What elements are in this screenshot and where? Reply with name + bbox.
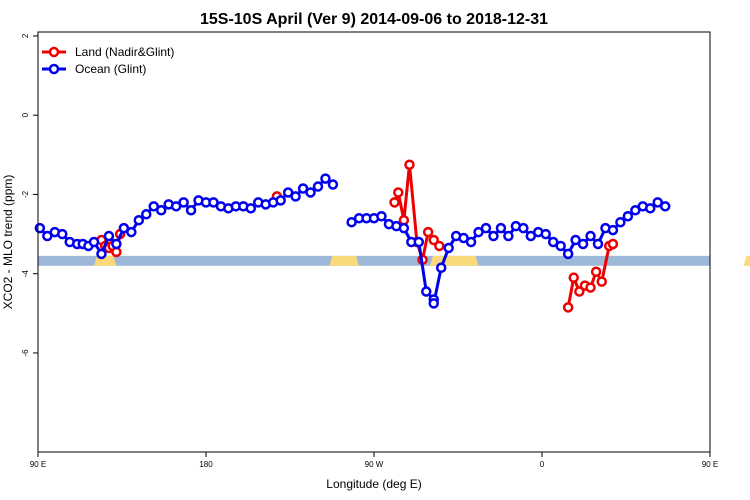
series-1-point-1-17 xyxy=(465,236,477,248)
series-1-point-0-16 xyxy=(148,201,159,212)
series-1-point-0-20 xyxy=(178,197,189,208)
series-1-point-0-38 xyxy=(312,181,324,192)
x-tick-label-1: 180 xyxy=(199,460,213,469)
series-1-point-0-37 xyxy=(305,187,316,198)
series-1 xyxy=(34,173,671,309)
series-1-point-0-14 xyxy=(133,214,145,226)
x-axis-label: Longitude (deg E) xyxy=(326,477,421,491)
series-1-point-1-19 xyxy=(480,222,492,234)
surface-band xyxy=(38,255,750,266)
series-1-point-1-21 xyxy=(495,222,507,234)
series-1-point-0-0 xyxy=(34,222,46,234)
series-1-point-1-39 xyxy=(630,205,641,216)
series-1-point-1-20 xyxy=(488,230,499,242)
series-1-point-0-10 xyxy=(103,230,115,242)
series-0-point-3-5 xyxy=(590,266,602,277)
x-tick-label-4: 90 E xyxy=(702,460,718,469)
series-1-point-1-7 xyxy=(398,222,410,234)
series-1-point-1-24 xyxy=(518,222,529,234)
series-1-point-1-33 xyxy=(585,230,596,242)
series-0-point-2-3 xyxy=(404,159,415,170)
legend-marker-1 xyxy=(48,63,60,75)
series-1-point-1-29 xyxy=(555,240,566,252)
y-axis-label: XCO2 - MLO trend (ppm) xyxy=(1,175,15,310)
series-1-point-0-36 xyxy=(297,183,309,194)
series-1-point-0-8 xyxy=(88,236,100,248)
series-1-point-1-34 xyxy=(592,238,604,250)
y-tick-label-4: -6 xyxy=(21,349,30,357)
series-1-point-0-15 xyxy=(141,209,152,220)
land-band-1 xyxy=(329,255,360,266)
series-layer xyxy=(34,159,671,313)
series-0-point-2-0 xyxy=(389,197,400,208)
series-0-point-2-8 xyxy=(434,240,445,252)
series-1-point-0-13 xyxy=(126,226,137,238)
series-1-point-0-29 xyxy=(245,203,257,214)
series-0-point-3-6 xyxy=(596,276,607,287)
series-1-point-1-43 xyxy=(659,201,671,212)
series-0-point-3-2 xyxy=(574,286,585,297)
x-tick-label-2: 90 W xyxy=(365,460,384,469)
y-axis: 2 0 -2 -4 -6 xyxy=(21,33,38,357)
series-1-point-0-12 xyxy=(118,222,130,234)
series-1-point-1-14 xyxy=(443,242,454,254)
series-1-point-1-18 xyxy=(473,226,484,238)
series-0-point-2-6 xyxy=(422,226,434,238)
series-0-point-2-1 xyxy=(393,187,404,198)
series-0-point-3-4 xyxy=(585,282,596,293)
x-tick-label-0: 90 E xyxy=(30,460,46,469)
series-1-point-1-42 xyxy=(652,197,663,208)
series-1-point-1-38 xyxy=(622,210,634,222)
series-1-point-1-0 xyxy=(346,216,357,228)
series-1-point-0-35 xyxy=(290,191,301,202)
series-1-point-1-25 xyxy=(525,230,537,242)
series-0-point-3-0 xyxy=(562,302,574,313)
series-0-point-2-7 xyxy=(428,234,439,246)
series-1-point-0-11 xyxy=(111,238,122,250)
series-0-point-3-8 xyxy=(607,238,619,250)
series-1-point-0-3 xyxy=(57,228,68,240)
legend-label-0: Land (Nadir&Glint) xyxy=(75,45,174,59)
series-1-point-1-12 xyxy=(428,298,439,309)
x-tick-label-3: 0 xyxy=(540,460,545,469)
land-band-3 xyxy=(743,255,750,266)
series-1-point-1-32 xyxy=(577,238,589,250)
x-axis: 90 E 180 90 W 0 90 E xyxy=(30,452,718,469)
series-1-point-0-33 xyxy=(275,195,286,206)
series-1-point-1-16 xyxy=(458,232,469,244)
series-1-point-1-22 xyxy=(503,230,514,242)
y-tick-label-2: -2 xyxy=(21,190,30,198)
series-1-point-0-34 xyxy=(282,187,294,198)
legend: Land (Nadir&Glint) Ocean (Glint) xyxy=(42,45,174,76)
series-1-point-0-40 xyxy=(327,179,339,190)
series-1-point-1-13 xyxy=(435,262,447,274)
series-1-point-1-27 xyxy=(540,228,551,240)
y-tick-label-1: 0 xyxy=(21,112,30,117)
series-1-point-1-31 xyxy=(570,234,581,246)
chart-title: 15S-10S April (Ver 9) 2014-09-06 to 2018… xyxy=(200,11,548,28)
series-1-point-1-9 xyxy=(413,236,425,248)
series-1-point-1-36 xyxy=(607,224,619,236)
series-1-point-0-21 xyxy=(185,205,197,216)
series-1-point-0-17 xyxy=(155,205,167,216)
series-1-point-0-24 xyxy=(208,197,219,208)
y-tick-label-3: -4 xyxy=(21,270,30,278)
legend-marker-0 xyxy=(48,46,60,58)
series-0-point-3-1 xyxy=(568,272,579,283)
ocean-band xyxy=(38,255,710,266)
y-tick-label-0: 2 xyxy=(21,33,30,38)
series-1-point-0-39 xyxy=(320,173,331,184)
series-1-point-0-9 xyxy=(96,248,107,260)
series-1-point-1-30 xyxy=(562,248,574,260)
series-1-point-0-1 xyxy=(42,230,53,242)
series-1-point-0-19 xyxy=(170,201,182,212)
series-1-point-1-10 xyxy=(421,286,432,297)
legend-label-1: Ocean (Glint) xyxy=(75,62,146,76)
series-1-point-1-41 xyxy=(645,203,656,214)
series-1-point-1-4 xyxy=(376,210,387,222)
series-1-point-1-28 xyxy=(547,236,559,248)
series-1-point-1-37 xyxy=(615,216,626,228)
